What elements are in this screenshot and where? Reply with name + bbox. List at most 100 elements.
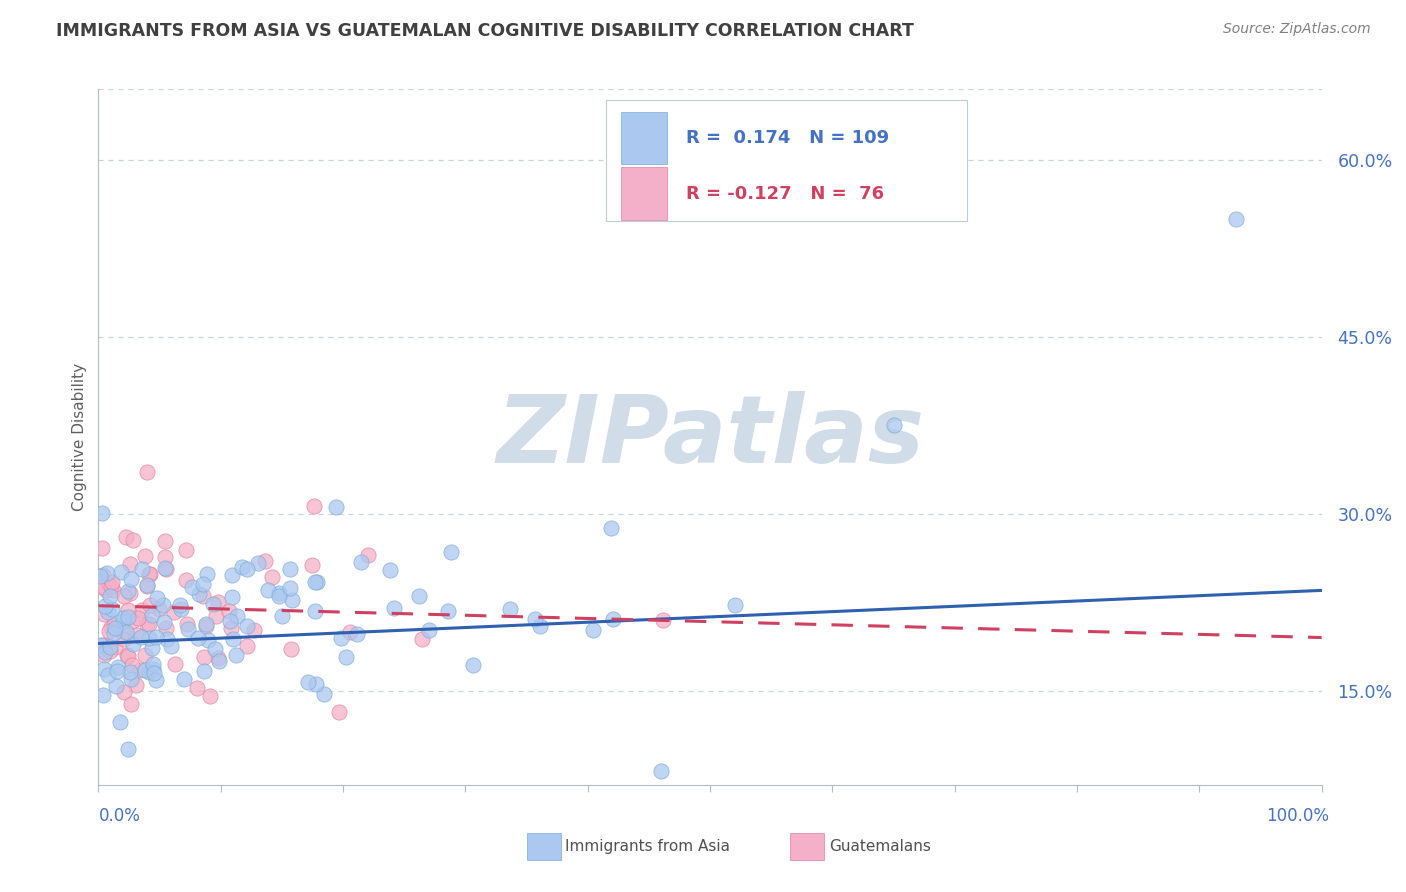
Point [529, 619, 551, 633]
Text: IMMIGRANTS FROM ASIA VS GUATEMALAN COGNITIVE DISABILITY CORRELATION CHART: IMMIGRANTS FROM ASIA VS GUATEMALAN COGNI… [56, 22, 914, 40]
Point [187, 586, 209, 600]
Point [138, 616, 160, 631]
FancyBboxPatch shape [620, 112, 668, 164]
Point [90, 541, 112, 556]
Point [437, 604, 460, 618]
Text: Guatemalans: Guatemalans [830, 839, 931, 854]
Point [134, 648, 156, 662]
Point [380, 563, 402, 577]
Point [269, 586, 291, 600]
Point [117, 603, 139, 617]
Point [418, 624, 440, 638]
Point [117, 742, 139, 756]
Point [440, 545, 463, 559]
Point [191, 577, 214, 591]
Point [382, 601, 405, 615]
Point [101, 582, 124, 597]
Point [195, 616, 218, 631]
Point [278, 561, 301, 575]
Point [155, 562, 177, 576]
Point [221, 567, 243, 582]
Point [176, 617, 198, 632]
Point [125, 678, 148, 692]
Point [120, 697, 142, 711]
Point [153, 549, 176, 564]
Point [135, 577, 157, 591]
Point [112, 614, 135, 628]
Point [98, 644, 121, 658]
Point [111, 624, 134, 639]
Point [156, 632, 179, 646]
Point [98, 589, 121, 603]
Point [93, 607, 115, 622]
Point [155, 560, 177, 574]
FancyBboxPatch shape [620, 168, 668, 219]
Point [222, 632, 245, 647]
Point [131, 603, 153, 617]
Text: 100.0%: 100.0% [1265, 807, 1329, 825]
Point [304, 677, 326, 691]
Point [120, 586, 142, 600]
Text: Source: ZipAtlas.com: Source: ZipAtlas.com [1223, 22, 1371, 37]
Point [170, 601, 193, 615]
Point [411, 632, 433, 646]
Point [339, 624, 361, 639]
Point [242, 624, 264, 638]
Point [135, 616, 157, 631]
Point [138, 566, 160, 581]
Point [103, 618, 125, 632]
Point [100, 620, 122, 634]
Point [335, 650, 357, 665]
Point [181, 580, 204, 594]
Point [254, 554, 277, 568]
Point [114, 530, 136, 544]
Text: R =  0.174   N = 109: R = 0.174 N = 109 [686, 129, 889, 147]
Point [280, 593, 302, 607]
Point [187, 632, 209, 646]
Point [256, 582, 278, 597]
Point [204, 641, 226, 656]
Point [350, 555, 373, 569]
Point [93, 662, 115, 676]
Point [174, 573, 197, 587]
Point [582, 623, 605, 637]
Point [225, 648, 247, 662]
Point [231, 559, 253, 574]
Point [138, 665, 160, 680]
Point [408, 589, 430, 603]
Point [307, 575, 329, 590]
Point [346, 627, 368, 641]
Point [112, 685, 135, 699]
Point [120, 672, 142, 686]
Point [94, 645, 117, 659]
Point [602, 612, 624, 626]
Point [89, 569, 111, 583]
Point [129, 663, 152, 677]
Point [91, 580, 114, 594]
Point [177, 622, 200, 636]
Point [226, 608, 249, 623]
Point [101, 575, 124, 590]
Point [97, 575, 120, 590]
Point [127, 628, 149, 642]
Point [121, 614, 143, 628]
Point [236, 619, 259, 633]
Point [193, 650, 215, 665]
Point [115, 624, 138, 639]
Point [91, 689, 114, 703]
Point [98, 640, 121, 655]
Point [97, 668, 120, 682]
Point [127, 611, 149, 625]
Point [142, 665, 165, 680]
Point [96, 566, 118, 580]
Point [90, 638, 112, 652]
Point [600, 521, 623, 535]
Point [195, 566, 218, 581]
FancyBboxPatch shape [606, 100, 967, 221]
Point [120, 572, 142, 586]
Point [122, 637, 145, 651]
Point [155, 621, 177, 635]
Point [145, 673, 167, 687]
Point [139, 566, 162, 581]
Point [96, 583, 118, 598]
